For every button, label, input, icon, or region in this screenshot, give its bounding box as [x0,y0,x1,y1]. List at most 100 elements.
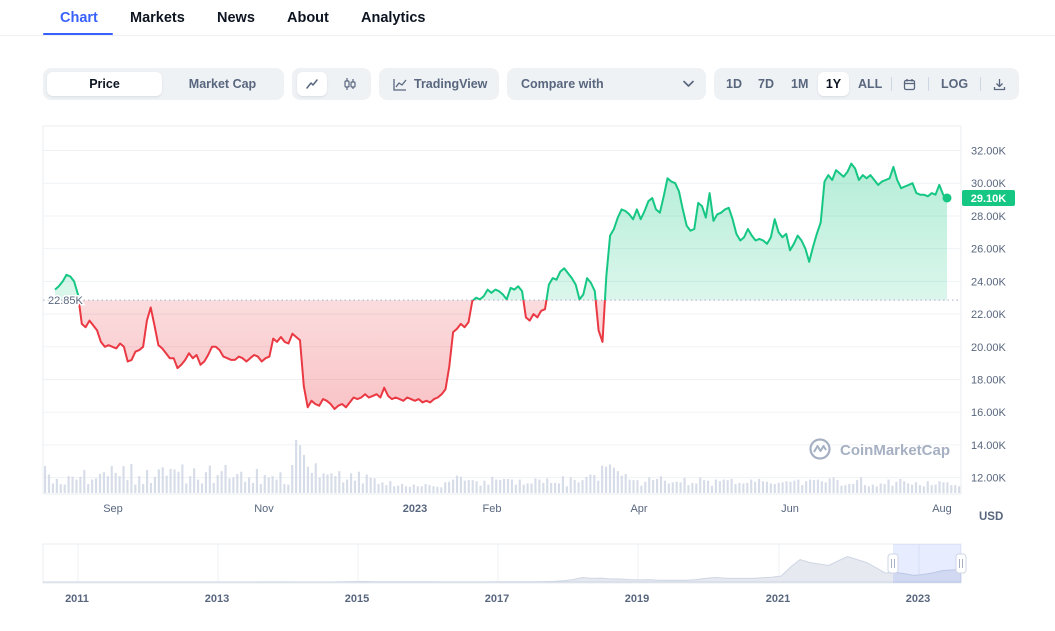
y-tick-label: 12.00K [971,473,1007,485]
volume-bar [181,464,184,493]
market-cap-button[interactable]: Market Cap [188,77,257,91]
volume-bar [271,476,274,493]
volume-bar [805,481,808,493]
baseline-price-label: 22.85K [48,295,84,307]
volume-bar [938,481,941,493]
volume-bar [793,480,796,493]
volume-bar [236,473,239,493]
volume-bar [177,471,180,493]
volume-bar [867,486,870,493]
navigator-handle-left[interactable] [887,553,899,574]
volume-bar [204,472,207,493]
volume-bar [828,478,831,493]
date-range-button[interactable] [894,72,924,96]
volume-bar [134,484,137,493]
range-1d-button[interactable]: 1D [726,77,742,91]
line-chart-icon [306,79,318,89]
volume-bar [330,473,333,493]
tab-analytics[interactable]: Analytics [361,10,426,26]
volume-bar [860,477,863,493]
volume-bar [530,483,533,493]
current-price-tag [962,189,1015,206]
volume-bar [212,482,215,493]
volume-bar [608,464,612,493]
volume-bar [440,487,443,493]
compare-label: Compare with [521,77,604,91]
volume-bar [942,482,945,493]
y-tick-label: 22.00K [971,309,1007,321]
range-all-button[interactable]: ALL [858,77,883,91]
volume-bar [577,482,580,493]
volume-bar [393,486,396,493]
volume-bar [306,466,309,493]
volume-bar [404,486,408,493]
volume-bar [569,477,572,493]
volume-bar [373,478,376,493]
volume-bar [259,484,262,493]
volume-bar [153,476,156,493]
volume-bar [542,482,545,493]
chevron-down-icon [683,80,694,87]
volume-bar [361,483,364,493]
range-1m-button[interactable]: 1M [791,77,809,91]
tradingview-button[interactable]: TradingView [379,68,499,100]
volume-bar [695,483,698,493]
volume-bar [820,481,823,493]
volume-bar [146,470,149,493]
volume-bar [432,486,435,493]
volume-bar [452,479,455,493]
price-chart[interactable]: CoinMarketCap 12.00K 14.00K 16.00K 18.00K 20… [0,118,1055,528]
volume-bar [479,485,482,493]
download-button[interactable] [985,72,1013,96]
volume-bar [628,479,631,493]
volume-bar [773,484,776,493]
volume-bar [102,472,105,493]
volume-bar [518,479,521,493]
volume-bar [652,480,655,493]
volume-bar [471,480,474,493]
tab-chart[interactable]: Chart [60,10,98,26]
navigator-selection[interactable] [893,544,961,583]
volume-bar [487,484,490,493]
volume-bar [738,482,741,493]
tab-about[interactable]: About [287,10,329,26]
volume-bar [503,479,506,493]
tab-news[interactable]: News [217,10,255,26]
volume-bar [667,483,670,493]
volume-bar [926,481,929,493]
price-button[interactable]: Price [47,72,162,96]
compare-dropdown[interactable]: Compare with [507,68,706,100]
tab-markets[interactable]: Markets [130,10,185,26]
volume-bar [302,454,306,493]
navigator-year-label: 2023 [906,593,930,605]
y-tick-label: 14.00K [971,440,1007,452]
range-navigator[interactable]: 2011 2013 2015 2017 2019 2021 2023 [0,540,1055,631]
volume-bar [659,476,663,493]
volume-bar [848,484,851,493]
volume-bar [797,479,800,493]
volume-bar [565,486,568,493]
volume-bar [550,482,553,493]
range-7d-button[interactable]: 7D [758,77,774,91]
volume-bar [428,485,431,493]
volume-bar [958,486,961,493]
volume-bar [444,482,447,493]
volume-bar [436,486,439,493]
active-tab-indicator [43,33,113,35]
volume-bar [769,483,772,493]
volume-bar [781,482,784,493]
range-1y-button[interactable]: 1Y [818,72,849,96]
line-chart-button[interactable] [297,72,327,96]
navigator-handle-right[interactable] [955,553,967,574]
y-tick-label: 20.00K [971,342,1007,354]
volume-bar [730,479,733,493]
log-scale-button[interactable]: LOG [941,77,969,91]
volume-bar [801,485,804,493]
volume-bar [616,471,619,493]
volume-bar [589,474,592,493]
volume-bar [114,472,117,493]
candlestick-button[interactable] [335,72,365,96]
volume-bar [601,465,604,493]
chart-style-toggle [292,68,371,100]
volume-bar [856,480,859,493]
